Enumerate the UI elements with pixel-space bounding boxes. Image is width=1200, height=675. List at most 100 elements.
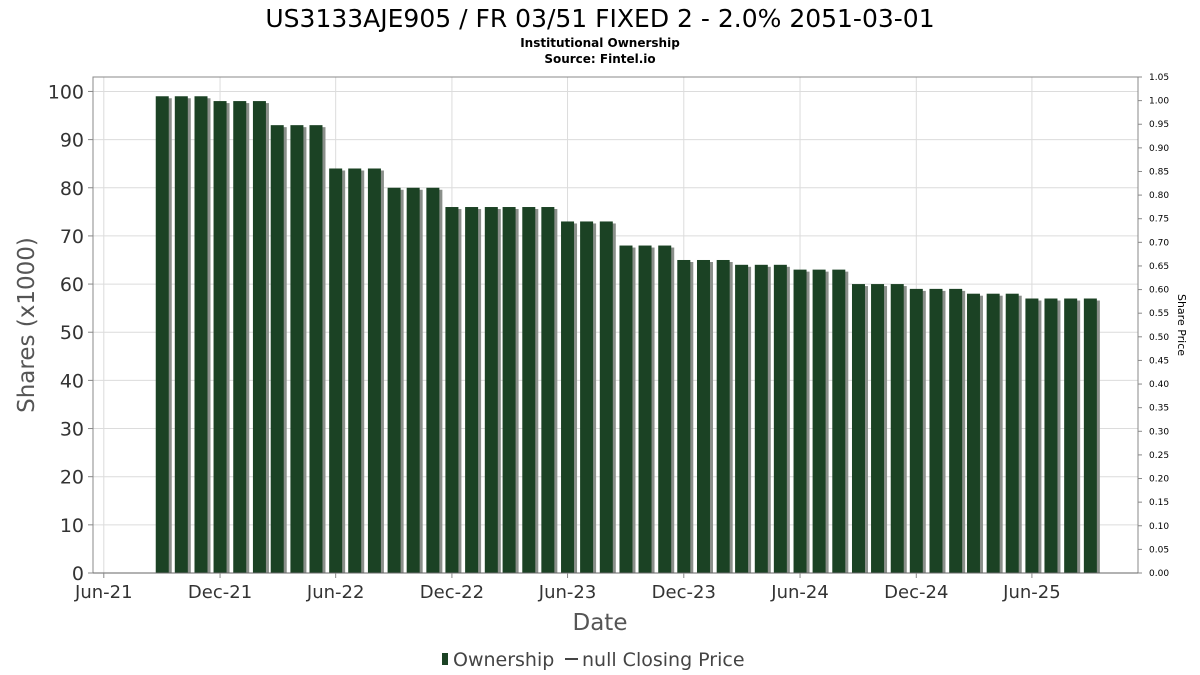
y2-tick-label: 0.25 bbox=[1149, 451, 1169, 461]
bar bbox=[465, 207, 482, 574]
x-tick-label: Jun-24 bbox=[770, 582, 829, 603]
bar-ownership bbox=[270, 125, 284, 574]
bar bbox=[793, 269, 810, 573]
chart-source: Source: Fintel.io bbox=[544, 52, 655, 66]
bar bbox=[619, 245, 636, 573]
x-tick-label: Jun-25 bbox=[1002, 582, 1061, 603]
bar-ownership bbox=[1044, 298, 1058, 573]
bar bbox=[966, 293, 983, 573]
chart-title: US3133AJE905 / FR 03/51 FIXED 2 - 2.0% 2… bbox=[265, 4, 934, 33]
bar-ownership bbox=[1064, 298, 1078, 573]
bar-ownership bbox=[522, 207, 536, 574]
bar bbox=[367, 168, 384, 573]
x-tick-label: Dec-21 bbox=[188, 582, 252, 603]
y2-tick-label: 1.00 bbox=[1149, 97, 1169, 107]
bar bbox=[986, 293, 1003, 573]
x-tick-label: Jun-23 bbox=[538, 582, 597, 603]
bar-ownership bbox=[213, 101, 227, 573]
bar bbox=[1083, 298, 1100, 573]
y2-tick-label: 0.75 bbox=[1149, 215, 1169, 225]
bar-ownership bbox=[484, 207, 498, 574]
price-legend-label: null Closing Price bbox=[582, 649, 745, 671]
bar bbox=[677, 259, 694, 573]
y2-tick-label: 0.15 bbox=[1149, 498, 1169, 508]
bar bbox=[909, 288, 926, 573]
bar bbox=[213, 101, 230, 573]
bar bbox=[484, 207, 501, 574]
legend: Ownership null Closing Price bbox=[442, 649, 745, 671]
bar bbox=[871, 284, 888, 573]
y2-tick-label: 1.05 bbox=[1149, 73, 1169, 83]
bar bbox=[1005, 293, 1022, 573]
bar bbox=[270, 125, 287, 574]
bar bbox=[832, 269, 849, 573]
bar-ownership bbox=[502, 207, 516, 574]
y-tick-label: 50 bbox=[60, 322, 84, 344]
y-tick-label: 30 bbox=[60, 419, 84, 441]
bar-ownership bbox=[638, 245, 652, 573]
y-tick-label: 0 bbox=[72, 563, 84, 585]
y2-tick-label: 0.65 bbox=[1149, 262, 1169, 272]
y2-tick-label: 0.70 bbox=[1149, 238, 1169, 248]
y2-tick-label: 0.30 bbox=[1149, 427, 1169, 437]
bar-ownership bbox=[793, 269, 807, 573]
bar bbox=[949, 288, 966, 573]
bar bbox=[406, 187, 423, 574]
bar-ownership bbox=[716, 259, 730, 573]
x-tick-label: Dec-22 bbox=[420, 582, 484, 603]
y2-tick-label: 0.55 bbox=[1149, 309, 1169, 319]
x-tick-label: Dec-24 bbox=[884, 582, 948, 603]
ownership-legend-label: Ownership bbox=[453, 649, 554, 671]
bar bbox=[754, 264, 771, 573]
y2-tick-label: 0.60 bbox=[1149, 286, 1169, 296]
bar bbox=[929, 288, 946, 573]
y2-axis-title: Share Price bbox=[1175, 294, 1188, 356]
bar-ownership bbox=[445, 207, 459, 574]
bar-ownership bbox=[832, 269, 846, 573]
bar bbox=[561, 221, 578, 574]
bar bbox=[426, 187, 443, 574]
bar bbox=[716, 259, 733, 573]
y2-tick-label: 0.40 bbox=[1149, 380, 1169, 390]
bar-ownership bbox=[1083, 298, 1097, 573]
bar-ownership bbox=[155, 96, 169, 573]
bar bbox=[252, 101, 269, 573]
bar bbox=[890, 284, 907, 573]
y-tick-label: 20 bbox=[60, 467, 84, 489]
bar-ownership bbox=[909, 288, 923, 573]
bar-ownership bbox=[252, 101, 266, 573]
bar bbox=[773, 264, 790, 573]
y2-tick-label: 0.35 bbox=[1149, 404, 1169, 414]
bar bbox=[812, 269, 829, 573]
y2-tick-label: 0.80 bbox=[1149, 191, 1169, 201]
bar bbox=[541, 207, 558, 574]
bar bbox=[580, 221, 597, 574]
y-axis-title: Shares (x1000) bbox=[14, 237, 40, 413]
y-tick-label: 10 bbox=[60, 515, 84, 537]
bar bbox=[1025, 298, 1042, 573]
bar-ownership bbox=[387, 187, 401, 574]
y2-tick-label: 0.85 bbox=[1149, 167, 1169, 177]
y-tick-label: 100 bbox=[48, 81, 84, 103]
bar-ownership bbox=[290, 125, 304, 574]
bar-ownership bbox=[406, 187, 420, 574]
bar-ownership bbox=[233, 101, 247, 573]
bar bbox=[851, 284, 868, 573]
x-axis-title: Date bbox=[573, 610, 628, 636]
chart-subtitle: Institutional Ownership bbox=[520, 36, 680, 50]
bar-ownership bbox=[348, 168, 362, 573]
x-tick-label: Dec-23 bbox=[652, 582, 716, 603]
y2-tick-label: 0.95 bbox=[1149, 120, 1169, 130]
bar bbox=[155, 96, 172, 573]
x-axis-ticks: Jun-21 Dec-21 Jun-22 Dec-22 Jun-23 Dec-23 Jun-… bbox=[74, 573, 1061, 603]
y2-tick-label: 0.20 bbox=[1149, 475, 1169, 485]
bar-ownership bbox=[1025, 298, 1039, 573]
y2-tick-label: 0.10 bbox=[1149, 522, 1169, 532]
bar bbox=[329, 168, 346, 573]
bar-ownership bbox=[541, 207, 555, 574]
bar-ownership bbox=[949, 288, 963, 573]
bar-ownership bbox=[851, 284, 865, 573]
ownership-legend-swatch bbox=[442, 653, 448, 665]
bar bbox=[194, 96, 211, 573]
